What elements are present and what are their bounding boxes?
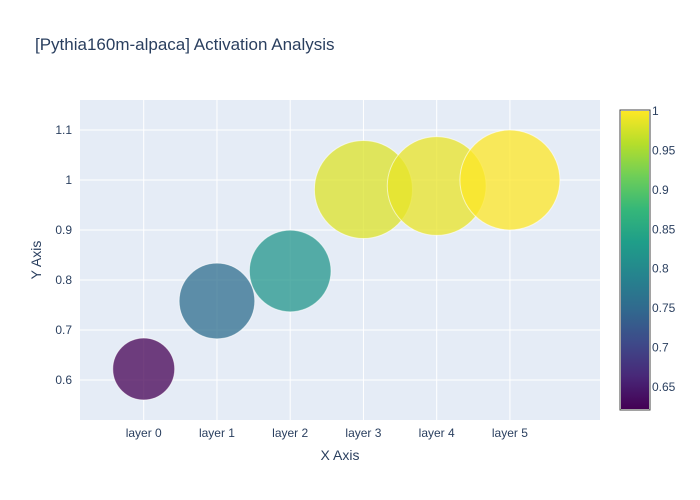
y-axis-title: Y Axis [28, 241, 44, 280]
y-tick-label: 0.6 [55, 373, 72, 387]
x-tick-label: layer 5 [492, 426, 528, 440]
x-axis-title: X Axis [321, 447, 360, 463]
y-tick-label: 1.1 [55, 123, 72, 137]
y-tick-label: 1 [65, 173, 72, 187]
colorbar-tick-label: 0.8 [652, 262, 669, 276]
y-tick-label: 0.9 [55, 223, 72, 237]
colorbar-tick-label: 0.75 [652, 301, 676, 315]
colorbar-tick-label: 0.85 [652, 222, 676, 236]
scatter-marker [112, 337, 176, 401]
x-tick-label: layer 2 [272, 426, 308, 440]
colorbar: 0.65 0.7 0.75 0.8 0.85 0.9 0.95 1 [619, 104, 676, 411]
y-axis-ticks: 0.6 0.7 0.8 0.9 1 1.1 [55, 123, 72, 387]
marker-layer [112, 129, 561, 401]
colorbar-tick-label: 1 [652, 104, 659, 118]
x-axis-ticks: layer 0 layer 1 layer 2 layer 3 layer 4 layer… [126, 426, 529, 440]
x-tick-label: layer 1 [199, 426, 235, 440]
colorbar-tick-label: 0.7 [652, 341, 669, 355]
grid-lines [80, 100, 600, 420]
x-tick-label: layer 4 [419, 426, 455, 440]
y-tick-label: 0.8 [55, 273, 72, 287]
scatter-marker [459, 129, 561, 231]
colorbar-tick-label: 0.9 [652, 183, 669, 197]
chart-title: [Pythia160m-alpaca] Activation Analysis [35, 35, 335, 54]
y-tick-label: 0.7 [55, 323, 72, 337]
x-tick-label: layer 0 [126, 426, 162, 440]
colorbar-gradient [621, 111, 649, 409]
x-tick-label: layer 3 [345, 426, 381, 440]
scatter-marker [178, 262, 256, 340]
scatter-marker [248, 229, 332, 313]
colorbar-tick-label: 0.95 [652, 143, 676, 157]
colorbar-tick-label: 0.65 [652, 380, 676, 394]
